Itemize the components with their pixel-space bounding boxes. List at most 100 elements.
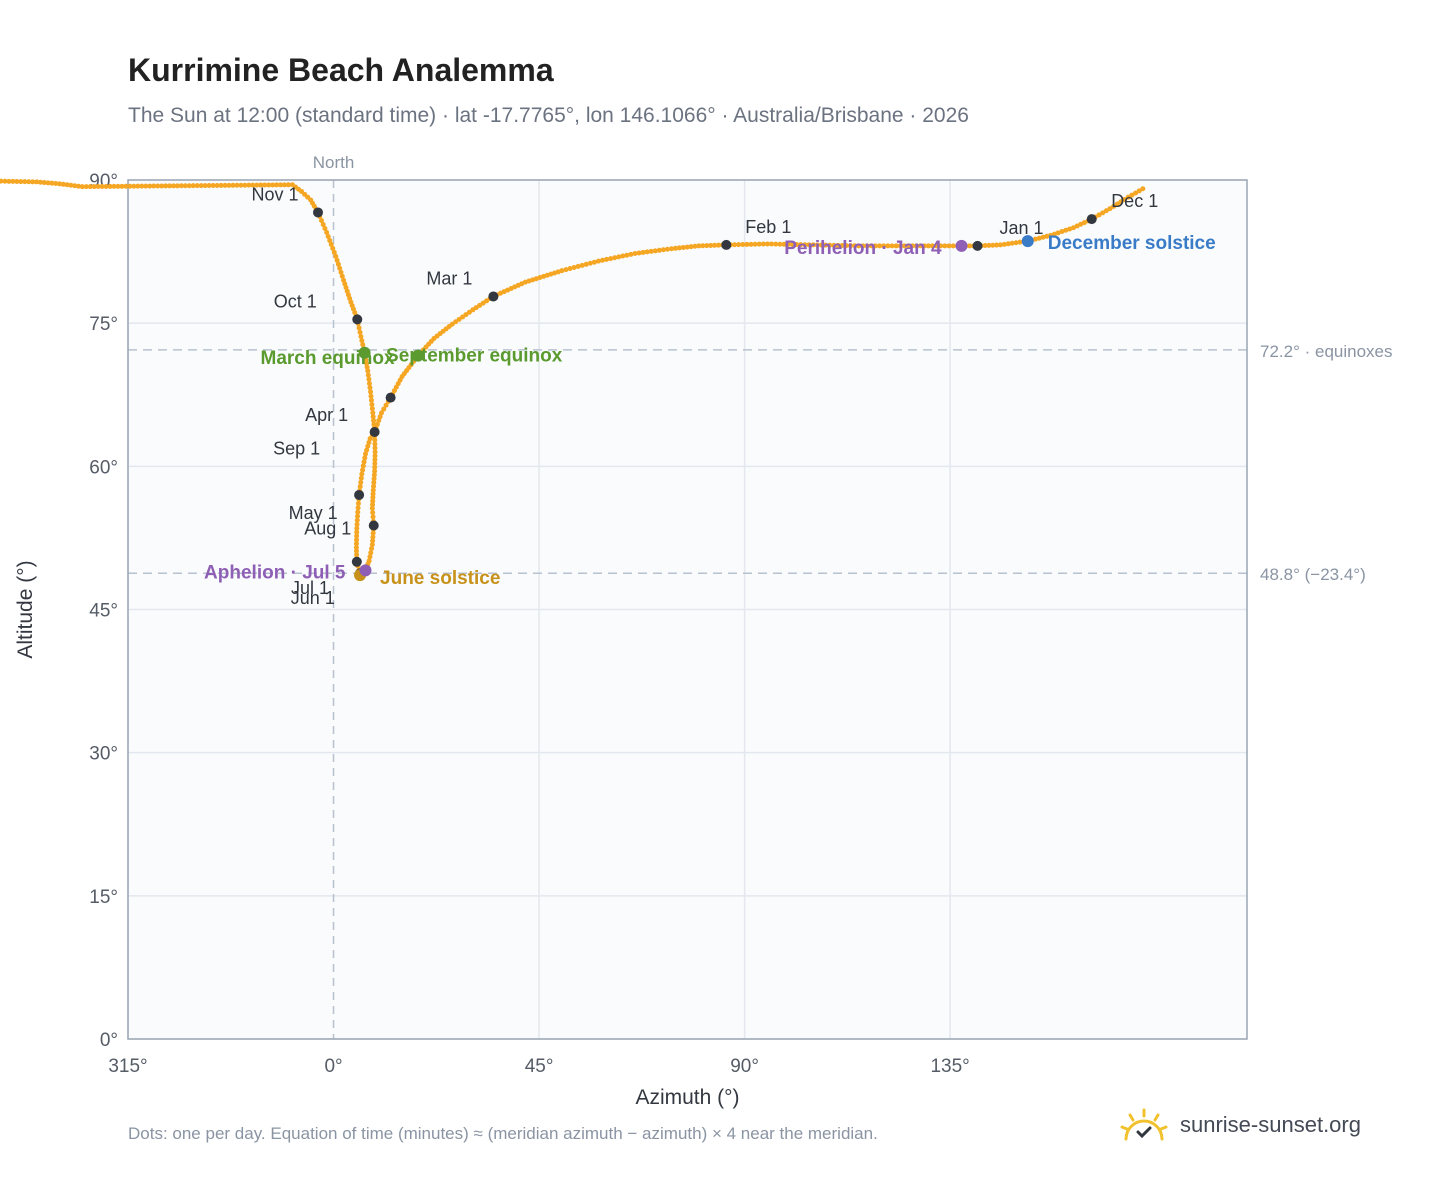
month-marker (488, 291, 499, 302)
daily-sun-dot (274, 182, 280, 188)
daily-sun-dot (182, 183, 188, 189)
daily-sun-dot (604, 256, 610, 262)
daily-sun-dot (872, 243, 878, 249)
daily-sun-dot (1129, 192, 1135, 198)
daily-sun-dot (334, 257, 340, 263)
event-label: December solstice (1048, 233, 1216, 254)
daily-sun-dot (111, 183, 117, 189)
daily-sun-dot (599, 257, 605, 263)
event-label: March equinox (261, 348, 396, 369)
daily-sun-dot (736, 242, 742, 248)
daily-sun-dot (14, 178, 20, 184)
daily-sun-dot (371, 472, 377, 478)
daily-sun-dot (1114, 201, 1120, 207)
daily-sun-dot (360, 463, 366, 469)
daily-sun-dot (372, 464, 378, 470)
daily-sun-dot (1063, 227, 1069, 233)
brand-name[interactable]: sunrise-sunset.org (1180, 1112, 1361, 1137)
daily-sun-dot (704, 243, 710, 249)
daily-sun-dot (760, 241, 766, 247)
daily-sun-dot (680, 244, 686, 250)
daily-sun-dot (372, 460, 378, 466)
daily-sun-dot (354, 529, 360, 535)
daily-sun-dot (374, 421, 380, 427)
daily-sun-dot (339, 273, 345, 279)
daily-sun-dot (0, 178, 4, 184)
daily-sun-dot (367, 385, 373, 391)
event-label: June solstice (380, 568, 500, 589)
daily-sun-dot (37, 179, 43, 185)
daily-sun-dot (660, 247, 666, 253)
month-marker (354, 489, 365, 500)
daily-sun-dot (30, 179, 36, 185)
daily-sun-dot (587, 260, 593, 266)
daily-sun-dot (967, 243, 973, 249)
daily-sun-dot (1133, 190, 1139, 196)
daily-sun-dot (285, 182, 291, 188)
daily-sun-dot (1122, 196, 1128, 202)
daily-sun-dot (147, 183, 153, 189)
month-label: Dec 1 (1111, 191, 1158, 211)
daily-sun-dot (368, 550, 374, 556)
daily-sun-dot (333, 253, 339, 259)
daily-sun-dot (608, 256, 614, 262)
daily-sun-dot (806, 242, 812, 248)
daily-sun-dot (202, 183, 208, 189)
footnote: Dots: one per day. Equation of time (min… (128, 1124, 878, 1143)
sun-logo-icon (1120, 1108, 1168, 1141)
daily-sun-dot (366, 380, 372, 386)
month-marker (972, 240, 983, 251)
daily-sun-dot (270, 182, 276, 188)
daily-sun-dot (76, 183, 82, 189)
daily-sun-dot (41, 180, 47, 186)
daily-sun-dot (163, 183, 169, 189)
daily-sun-dot (49, 180, 55, 186)
daily-sun-dot (127, 183, 133, 189)
daily-sun-dot (669, 246, 675, 252)
daily-sun-dot (238, 182, 244, 188)
daily-sun-dot (1009, 240, 1015, 246)
daily-sun-dot (79, 184, 85, 190)
y-tick-label: 45° (89, 601, 118, 622)
daily-sun-dot (652, 248, 658, 254)
event-label: Aphelion · Jul 5 (204, 562, 346, 583)
daily-sun-dot (664, 246, 670, 252)
event-marker (358, 346, 371, 359)
daily-sun-dot (139, 183, 145, 189)
daily-sun-dot (278, 182, 284, 188)
daily-sun-dot (368, 393, 374, 399)
daily-sun-dot (370, 410, 376, 416)
daily-sun-dot (575, 263, 581, 269)
daily-sun-dot (369, 546, 375, 552)
event-label: Perihelion · Jan 4 (784, 238, 942, 259)
daily-sun-dot (353, 544, 359, 550)
month-marker (1086, 214, 1097, 225)
daily-sun-dot (688, 244, 694, 250)
month-label: Oct 1 (274, 291, 317, 311)
daily-sun-dot (700, 243, 706, 249)
daily-sun-dot (60, 181, 66, 187)
daily-sun-dot (860, 243, 866, 249)
daily-sun-dot (990, 242, 996, 248)
daily-sun-dot (320, 221, 326, 227)
brand[interactable]: sunrise-sunset.org (1120, 1100, 1361, 1150)
daily-sun-dot (258, 182, 264, 188)
daily-sun-dot (369, 505, 375, 511)
daily-sun-dot (909, 243, 915, 249)
daily-sun-dot (901, 243, 907, 249)
event-marker (955, 239, 968, 252)
daily-sun-dot (579, 262, 585, 268)
daily-sun-dot (354, 552, 360, 558)
daily-sun-dot (814, 242, 820, 248)
daily-sun-dot (87, 184, 93, 190)
event-marker (1021, 235, 1034, 248)
daily-sun-dot (354, 533, 360, 539)
month-marker (721, 239, 732, 250)
daily-sun-dot (330, 245, 336, 251)
daily-sun-dot (194, 183, 200, 189)
daily-sun-dot (567, 266, 573, 272)
daily-sun-dot (115, 183, 121, 189)
daily-sun-dot (370, 514, 376, 520)
daily-sun-dot (644, 249, 650, 255)
daily-sun-dot (656, 247, 662, 253)
